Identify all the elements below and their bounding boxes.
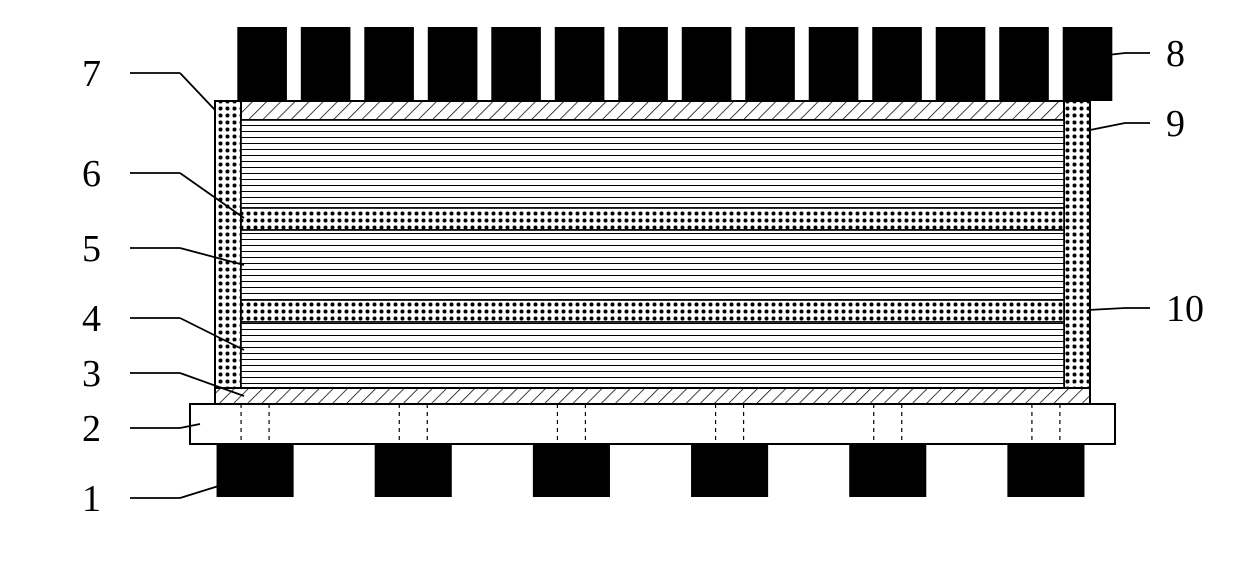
bottom-fin — [849, 444, 926, 497]
top-fin — [555, 27, 605, 101]
top-fin — [999, 27, 1049, 101]
bottom-fin — [691, 444, 768, 497]
bottom-fin — [533, 444, 610, 497]
callout-5: 5 — [82, 230, 101, 268]
callout-4: 4 — [82, 300, 101, 338]
bottom-fin — [375, 444, 452, 497]
top-fin — [682, 27, 732, 101]
bottom-fin — [1007, 444, 1084, 497]
top-fin — [809, 27, 859, 101]
top-fin — [745, 27, 795, 101]
top-fin — [618, 27, 668, 101]
top-fin — [936, 27, 986, 101]
top-fin — [1063, 27, 1113, 101]
top-fin — [491, 27, 541, 101]
top-fin — [428, 27, 478, 101]
top-fin — [364, 27, 414, 101]
callout-10: 10 — [1166, 290, 1204, 328]
callout-9: 9 — [1166, 105, 1185, 143]
callout-6: 6 — [82, 155, 101, 193]
top-fin — [872, 27, 922, 101]
top-fin — [301, 27, 351, 101]
callout-2: 2 — [82, 410, 101, 448]
callout-1: 1 — [82, 480, 101, 518]
bottom-fin — [217, 444, 294, 497]
callout-8: 8 — [1166, 35, 1185, 73]
callout-7: 7 — [82, 55, 101, 93]
callout-3: 3 — [82, 355, 101, 393]
top-fin — [237, 27, 287, 101]
